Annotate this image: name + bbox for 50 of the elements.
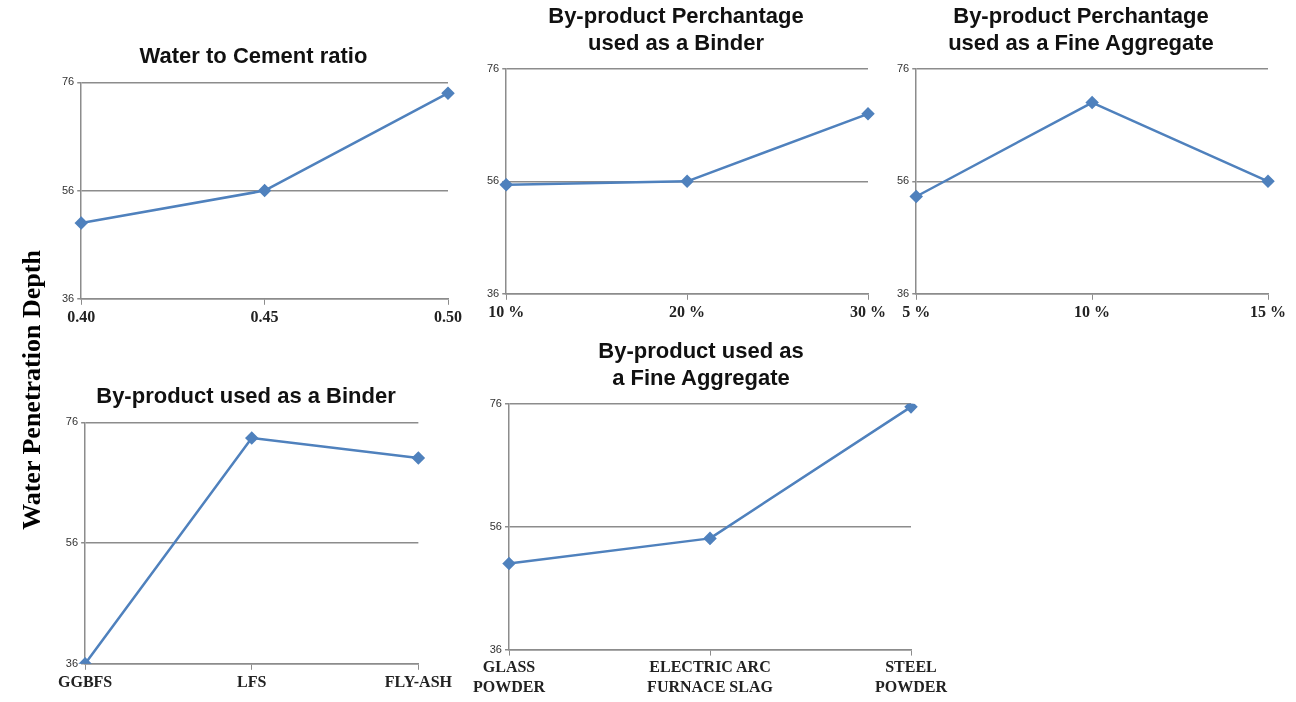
- y-axis-title: Water Penetration Depth: [17, 250, 47, 530]
- point: [703, 532, 717, 545]
- y-tick-label: 76: [61, 75, 75, 88]
- x-tick-label: FLY-ASH: [384, 672, 453, 690]
- y-tick-label: 36: [896, 286, 910, 299]
- x-tick-label: 0.40: [67, 307, 96, 325]
- point: [412, 451, 425, 465]
- y-tick-label: 36: [489, 642, 502, 655]
- x-tick-label: 10 %: [488, 302, 525, 320]
- x-tick-label: 15 %: [1250, 302, 1286, 320]
- chart-title: By-product used as a Binder: [96, 383, 397, 409]
- point: [680, 175, 694, 188]
- x-tick-label: ELECTRIC ARC FURNACE SLAG: [647, 658, 774, 695]
- x-tick-label: STEEL POWDER: [875, 658, 948, 695]
- point: [909, 190, 923, 203]
- x-tick-label: 30 %: [850, 302, 886, 320]
- y-tick-label: 76: [489, 396, 502, 409]
- y-tick-label: 56: [896, 174, 910, 187]
- point: [441, 86, 455, 100]
- point: [861, 107, 875, 121]
- y-tick-label: 56: [65, 536, 79, 549]
- point: [499, 178, 513, 191]
- point: [904, 403, 918, 414]
- point: [245, 431, 258, 445]
- x-tick-label: GGBFS: [58, 672, 113, 690]
- y-tick-label: 36: [65, 656, 79, 669]
- y-tick-label: 36: [61, 291, 75, 304]
- x-tick-label: LFS: [237, 672, 267, 690]
- chart-title: By-product used as a Fine Aggregate: [598, 338, 804, 390]
- chart-title: Water to Cement ratio: [139, 43, 368, 69]
- x-tick-label: 0.45: [250, 307, 279, 325]
- y-tick-label: 76: [65, 415, 79, 428]
- y-tick-label: 56: [489, 519, 502, 532]
- point: [1261, 175, 1275, 188]
- y-tick-label: 56: [61, 183, 75, 196]
- x-tick-label: 0.50: [434, 307, 462, 325]
- chart-title: By-product Perchantage used as a Binder: [548, 3, 804, 55]
- chart-title: By-product Perchantage used as a Fine Aggregate: [948, 3, 1214, 55]
- y-tick-label: 56: [486, 174, 500, 187]
- x-tick-label: GLASS POWDER: [473, 658, 546, 695]
- x-tick-label: 10 %: [1074, 302, 1111, 320]
- x-tick-label: 20 %: [669, 302, 706, 320]
- y-tick-label: 76: [486, 61, 500, 74]
- y-tick-label: 36: [486, 286, 500, 299]
- point: [502, 557, 516, 570]
- point: [258, 184, 271, 197]
- y-tick-label: 76: [896, 61, 910, 74]
- point: [74, 216, 88, 230]
- point: [1085, 96, 1099, 109]
- x-tick-label: 5 %: [902, 302, 931, 320]
